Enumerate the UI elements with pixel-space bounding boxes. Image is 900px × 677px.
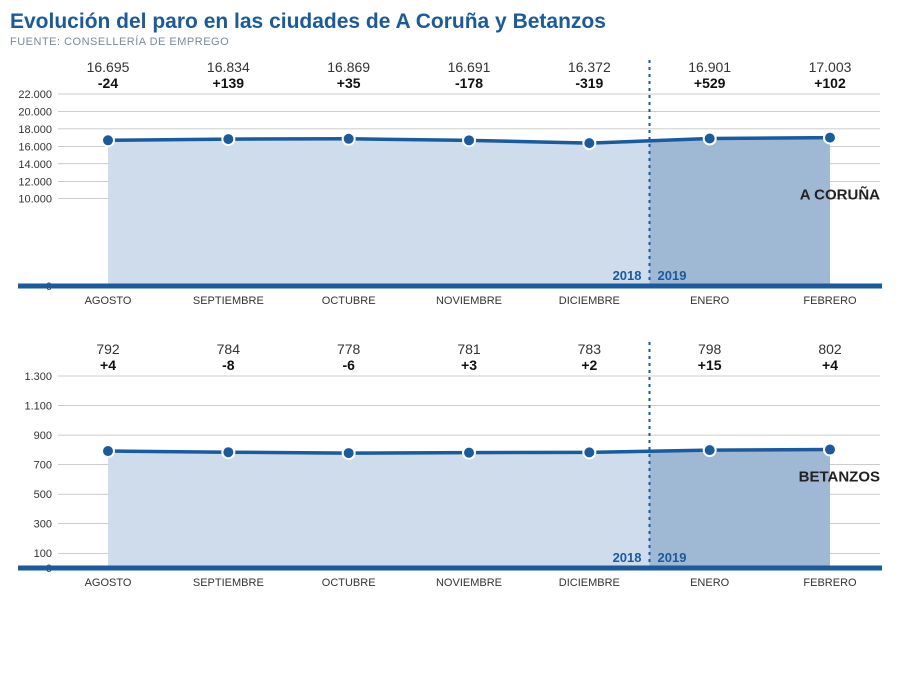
value-label: 16.869 bbox=[327, 59, 370, 75]
data-marker bbox=[343, 133, 355, 145]
value-label: 17.003 bbox=[809, 59, 852, 75]
delta-label: +35 bbox=[337, 75, 361, 91]
x-tick-label: SEPTIEMBRE bbox=[193, 577, 264, 589]
value-label: 16.372 bbox=[568, 59, 611, 75]
value-label: 798 bbox=[698, 341, 722, 357]
data-marker bbox=[343, 447, 355, 459]
delta-label: -178 bbox=[455, 75, 483, 91]
year-label-right: 2019 bbox=[658, 268, 687, 283]
data-marker bbox=[824, 444, 836, 456]
y-tick-label: 20.000 bbox=[18, 106, 52, 118]
delta-label: -24 bbox=[98, 75, 118, 91]
y-tick-label: 10.000 bbox=[18, 194, 52, 206]
x-tick-label: FEBRERO bbox=[803, 295, 857, 307]
y-tick-label: 500 bbox=[34, 489, 52, 501]
y-tick-label: 16.000 bbox=[18, 141, 52, 153]
data-marker bbox=[102, 445, 114, 457]
chart-a-coruña: 010.00012.00014.00016.00018.00020.00022.… bbox=[10, 54, 890, 314]
delta-label: +4 bbox=[100, 357, 116, 373]
data-marker bbox=[463, 447, 475, 459]
delta-label: -319 bbox=[575, 75, 603, 91]
charts-container: 010.00012.00014.00016.00018.00020.00022.… bbox=[10, 54, 890, 596]
x-tick-label: NOVIEMBRE bbox=[436, 577, 502, 589]
delta-label: +102 bbox=[814, 75, 846, 91]
data-marker bbox=[824, 132, 836, 144]
delta-label: +139 bbox=[213, 75, 245, 91]
y-tick-label: 700 bbox=[34, 460, 52, 472]
x-tick-label: DICIEMBRE bbox=[559, 577, 620, 589]
y-tick-label: 1.300 bbox=[24, 371, 52, 383]
year-label-left: 2018 bbox=[613, 268, 642, 283]
source-subtitle: FUENTE: CONSELLERÍA DE EMPREGO bbox=[10, 36, 890, 48]
y-tick-label: 18.000 bbox=[18, 124, 52, 136]
page-title: Evolución del paro en las ciudades de A … bbox=[10, 10, 890, 34]
x-tick-label: ENERO bbox=[690, 295, 730, 307]
value-label: 802 bbox=[818, 341, 842, 357]
chart-betanzos: 01003005007009001.1001.30020182019AGOSTO… bbox=[10, 336, 890, 596]
x-tick-label: OCTUBRE bbox=[322, 295, 376, 307]
y-tick-label: 900 bbox=[34, 430, 52, 442]
year-label-right: 2019 bbox=[658, 550, 687, 565]
delta-label: +2 bbox=[581, 357, 597, 373]
data-marker bbox=[222, 133, 234, 145]
delta-label: +3 bbox=[461, 357, 477, 373]
y-tick-label: 1.100 bbox=[24, 401, 52, 413]
delta-label: +15 bbox=[698, 357, 722, 373]
year-label-left: 2018 bbox=[613, 550, 642, 565]
x-tick-label: SEPTIEMBRE bbox=[193, 295, 264, 307]
delta-label: +4 bbox=[822, 357, 838, 373]
area-2019 bbox=[650, 138, 831, 286]
data-marker bbox=[102, 134, 114, 146]
series-name: BETANZOS bbox=[799, 469, 880, 486]
y-tick-label: 100 bbox=[34, 548, 52, 560]
delta-label: -6 bbox=[342, 357, 355, 373]
value-label: 784 bbox=[217, 341, 241, 357]
y-tick-label: 300 bbox=[34, 519, 52, 531]
value-label: 792 bbox=[96, 341, 120, 357]
x-tick-label: AGOSTO bbox=[85, 295, 132, 307]
data-marker bbox=[222, 446, 234, 458]
delta-label: -8 bbox=[222, 357, 235, 373]
value-label: 783 bbox=[578, 341, 602, 357]
y-tick-label: 14.000 bbox=[18, 159, 52, 171]
x-tick-label: DICIEMBRE bbox=[559, 295, 620, 307]
value-label: 781 bbox=[457, 341, 481, 357]
y-tick-label: 12.000 bbox=[18, 176, 52, 188]
value-label: 16.901 bbox=[688, 59, 731, 75]
y-tick-label: 22.000 bbox=[18, 89, 52, 101]
delta-label: +529 bbox=[694, 75, 726, 91]
value-label: 16.834 bbox=[207, 59, 250, 75]
data-marker bbox=[583, 137, 595, 149]
value-label: 16.695 bbox=[87, 59, 130, 75]
x-tick-label: AGOSTO bbox=[85, 577, 132, 589]
x-tick-label: ENERO bbox=[690, 577, 730, 589]
data-marker bbox=[463, 134, 475, 146]
x-tick-label: FEBRERO bbox=[803, 577, 857, 589]
data-marker bbox=[704, 444, 716, 456]
x-tick-label: OCTUBRE bbox=[322, 577, 376, 589]
value-label: 16.691 bbox=[448, 59, 491, 75]
series-name: A CORUÑA bbox=[800, 186, 880, 204]
data-marker bbox=[583, 446, 595, 458]
area-2018 bbox=[108, 451, 650, 568]
area-2018 bbox=[108, 139, 650, 286]
value-label: 778 bbox=[337, 341, 361, 357]
x-tick-label: NOVIEMBRE bbox=[436, 295, 502, 307]
data-marker bbox=[704, 133, 716, 145]
